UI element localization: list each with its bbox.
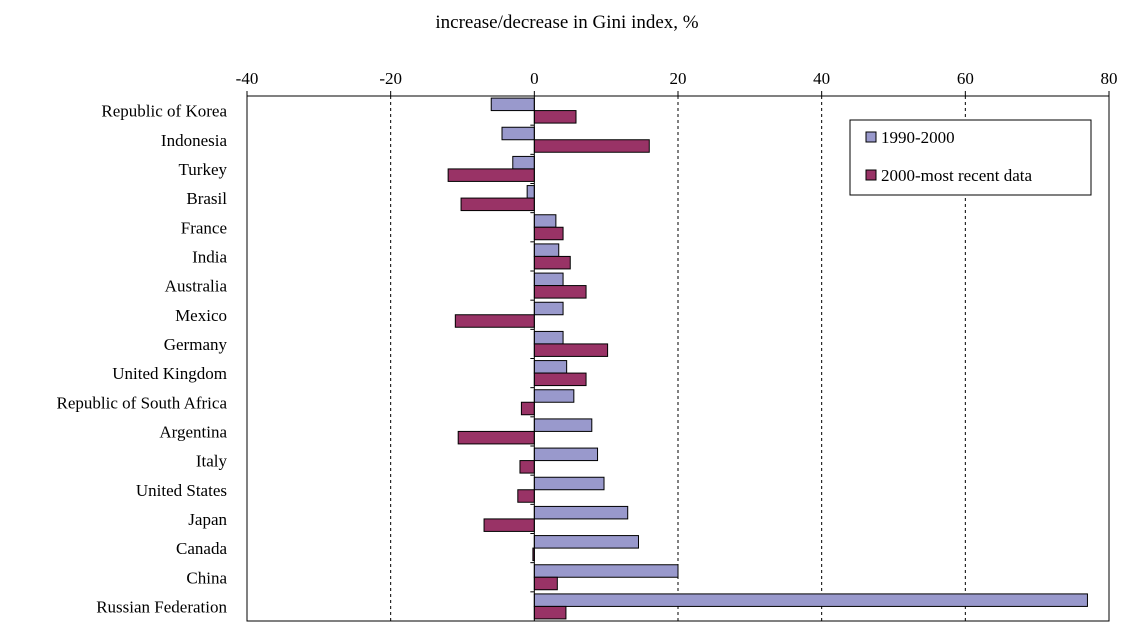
category-label: United Kingdom (112, 364, 227, 383)
bar-1990-2000 (533, 301, 564, 316)
bar-2000-recent (533, 110, 577, 124)
category-label: Republic of Korea (101, 102, 227, 121)
x-tick-label: 20 (670, 69, 687, 88)
category-label: Brasil (186, 189, 227, 208)
bar-2000-recent (533, 255, 571, 270)
bar-2000-recent (533, 139, 650, 153)
bar-1990-2000 (533, 243, 560, 257)
x-tick-label: -40 (236, 69, 259, 88)
legend-swatch (865, 169, 877, 181)
bar-2000-recent (520, 401, 535, 416)
legend-label: 2000-most recent data (881, 166, 1033, 185)
bar-2000-recent (519, 460, 535, 474)
bar-1990-2000 (526, 185, 535, 199)
bar-2000-recent (447, 168, 535, 182)
bar-2000-recent (533, 343, 609, 357)
bar-1990-2000 (533, 447, 599, 462)
bar-2000-recent (533, 285, 587, 299)
bar-2000-recent (457, 430, 535, 445)
bar-1990-2000 (533, 535, 639, 549)
category-label: Argentina (159, 422, 227, 441)
chart-title: increase/decrease in Gini index, % (435, 12, 698, 33)
bar-1990-2000 (490, 97, 535, 112)
x-tick-label: 0 (530, 69, 539, 88)
bar-1990-2000 (533, 505, 629, 520)
legend-box (849, 119, 1092, 196)
category-label: India (192, 247, 227, 266)
x-tick-label: 40 (813, 69, 830, 88)
category-labels: Republic of Korea Indonesia Turkey Brasil Fr… (57, 95, 535, 616)
bar-2000-recent (517, 489, 535, 503)
x-tick-label: 80 (1101, 69, 1118, 88)
legend-swatch (865, 131, 877, 143)
bar-2000-recent (533, 226, 564, 241)
bar-2000-recent (533, 372, 587, 387)
bar-1990-2000 (533, 214, 557, 228)
category-label: Italy (196, 452, 228, 471)
bar-2000-recent (533, 605, 567, 620)
bar-1990-2000 (533, 330, 564, 345)
bar-2000-recent (483, 518, 535, 532)
category-label: Japan (188, 510, 227, 529)
plot-frame (246, 95, 1110, 622)
bar-2000-recent (454, 314, 535, 328)
category-label: Canada (176, 539, 227, 558)
x-tick-label: 60 (957, 69, 974, 88)
category-label: Germany (164, 335, 228, 354)
category-label: Australia (165, 277, 228, 296)
x-axis-ticks: -40 -20 0 20 40 60 80 (236, 69, 1118, 96)
category-label: China (186, 568, 227, 587)
bar-1990-2000 (533, 389, 575, 403)
category-label: Indonesia (161, 131, 228, 150)
bar-2000-recent (533, 576, 558, 591)
category-label: Turkey (179, 160, 228, 179)
bar-1990-2000 (533, 360, 568, 374)
category-label: Republic of South Africa (57, 393, 228, 412)
bar-2000-recent (460, 197, 535, 212)
category-label: France (181, 218, 227, 237)
bar-1990-2000 (533, 272, 564, 287)
bar-1990-2000 (501, 126, 535, 141)
x-tick-label: -20 (379, 69, 402, 88)
legend: 1990-2000 2000-most recent data (849, 119, 1092, 196)
bar-1990-2000 (533, 476, 605, 491)
category-label: Russian Federation (96, 597, 227, 616)
bar-1990-2000 (512, 155, 535, 170)
bar-1990-2000 (533, 418, 593, 432)
bars (447, 97, 1088, 620)
legend-label: 1990-2000 (881, 128, 955, 147)
bar-1990-2000 (533, 564, 679, 578)
category-label: United States (136, 481, 227, 500)
category-label: Mexico (175, 306, 227, 325)
bar-1990-2000 (533, 593, 1088, 607)
